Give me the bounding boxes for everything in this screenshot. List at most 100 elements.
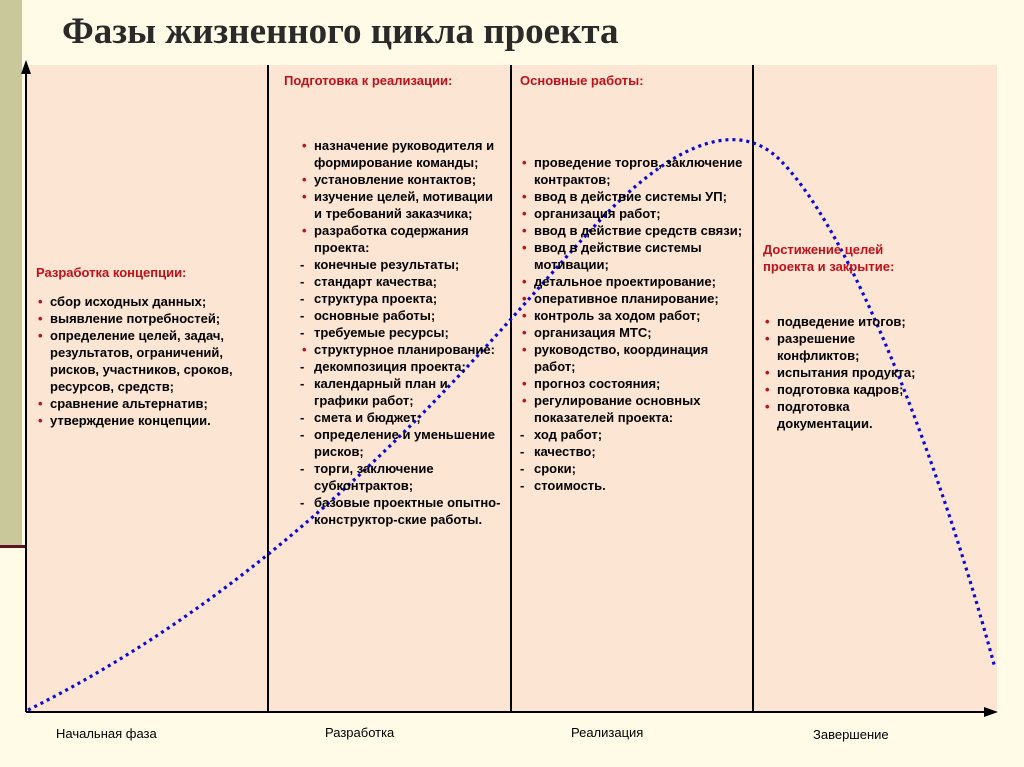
list-item-text: сравнение альтернатив; <box>50 396 208 411</box>
list-item: - основные работы; <box>300 307 502 324</box>
phase-label-initial: Начальная фаза <box>56 726 157 741</box>
life-cycle-curve <box>27 138 997 712</box>
list-item: • подведение итогов; <box>763 313 928 330</box>
list-item-text: утверждение концепции. <box>50 413 211 428</box>
list-item: • организация МТС; <box>520 324 745 341</box>
dash-marker: - <box>300 308 305 323</box>
phase-label-development: Разработка <box>325 725 395 740</box>
bullet-marker: • <box>522 223 527 238</box>
list-item: - качество; <box>520 443 745 460</box>
list-item: • структурное планирование: <box>300 341 502 358</box>
list-item-text: подготовка кадров; <box>777 382 904 397</box>
list-item: - смета и бюджет; <box>300 409 502 426</box>
left-decor-band <box>0 0 22 545</box>
bullet-marker: • <box>38 294 43 309</box>
list-item-text: выявление потребностей; <box>50 311 221 326</box>
list-item: • утверждение концепции. <box>36 412 264 429</box>
dash-marker: - <box>300 274 305 289</box>
column-concept-header: Разработка концепции: <box>36 265 187 280</box>
list-item: • подготовка кадров; <box>763 381 928 398</box>
list-item-text: проведение торгов, заключение контрактов… <box>534 155 743 187</box>
list-item-text: конечные результаты; <box>314 257 460 272</box>
bullet-marker: • <box>522 342 527 357</box>
list-item: - декомпозиция проекта; <box>300 358 502 375</box>
list-item-text: сбор исходных данных; <box>50 294 207 309</box>
list-item-text: разработка содержания проекта: <box>314 223 469 255</box>
list-item-text: подготовка документации. <box>777 399 873 431</box>
list-item: • испытания продукта; <box>763 364 928 381</box>
list-item-text: стандарт качества; <box>314 274 437 289</box>
list-item-text: ввод в действие средств связи; <box>534 223 743 238</box>
list-item: • назначение руководителя и формирование … <box>300 137 502 171</box>
bullet-marker: • <box>38 396 43 411</box>
bullet-marker: • <box>302 172 307 187</box>
list-item: - структура проекта; <box>300 290 502 307</box>
list-item-text: ход работ; <box>534 427 603 442</box>
list-item: - базовые проектные опытно-конструктор-ск… <box>300 494 502 528</box>
list-item-text: испытания продукта; <box>777 365 916 380</box>
dash-marker: - <box>300 461 305 476</box>
bullet-marker: • <box>38 311 43 326</box>
column-closure-list: • подведение итогов; • разрешение конфликто… <box>763 313 928 432</box>
phase-label-completion: Завершение <box>813 727 889 742</box>
list-item: • сравнение альтернатив; <box>36 395 264 412</box>
list-item-text: изучение целей, мотивации и требований з… <box>314 189 494 221</box>
list-item-text: календарный план и графики работ; <box>314 376 448 408</box>
column-preparation-header: Подготовка к реализации: <box>284 73 453 88</box>
column-preparation-list: • назначение руководителя и формирование … <box>284 137 502 528</box>
phase-label-implementation: Реализация <box>571 725 644 740</box>
list-item: - конечные результаты; <box>300 256 502 273</box>
column-preparation: Подготовка к реализации: • назначение рук… <box>284 72 502 528</box>
list-item-text: структура проекта; <box>314 291 438 306</box>
bullet-marker: • <box>522 274 527 289</box>
y-axis-arrow <box>21 60 31 74</box>
bullet-marker: • <box>522 291 527 306</box>
list-item: • разрешение конфликтов; <box>763 330 928 364</box>
list-item: - торги, заключение субконтрактов; <box>300 460 502 494</box>
list-item-text: ввод в действие системы мотивации; <box>534 240 702 272</box>
list-item-text: базовые проектные опытно-конструктор-ски… <box>314 495 501 527</box>
list-item-text: подведение итогов; <box>777 314 906 329</box>
list-item: • детальное проектирование; <box>520 273 745 290</box>
list-item: • подготовка документации. <box>763 398 928 432</box>
bullet-marker: • <box>522 206 527 221</box>
list-item-text: определение целей, задач, результатов, о… <box>50 328 233 394</box>
list-item: • ввод в действие системы мотивации; <box>520 239 745 273</box>
dash-marker: - <box>300 410 305 425</box>
bullet-marker: • <box>522 308 527 323</box>
bullet-marker: • <box>765 382 770 397</box>
column-concept-list: • сбор исходных данных; • выявление потребн… <box>36 293 264 429</box>
list-item-text: смета и бюджет; <box>314 410 421 425</box>
bullet-marker: • <box>765 399 770 414</box>
list-item-text: торги, заключение субконтрактов; <box>314 461 434 493</box>
list-item: • прогноз состояния; <box>520 375 745 392</box>
dash-marker: - <box>300 376 305 391</box>
bullet-marker: • <box>38 413 43 428</box>
dash-marker: - <box>300 359 305 374</box>
bullet-marker: • <box>302 138 307 153</box>
list-item: • сбор исходных данных; <box>36 293 264 310</box>
list-item: • изучение целей, мотивации и требований … <box>300 188 502 222</box>
list-item-text: качество; <box>534 444 596 459</box>
list-item-text: назначение руководителя и формирование к… <box>314 138 495 170</box>
left-decor-line <box>0 545 30 548</box>
bullet-marker: • <box>522 393 527 408</box>
list-item-text: ввод в действие системы УП; <box>534 189 727 204</box>
dash-marker: - <box>300 291 305 306</box>
list-item-text: сроки; <box>534 461 576 476</box>
list-item: • выявление потребностей; <box>36 310 264 327</box>
list-item: • разработка содержания проекта: <box>300 222 502 256</box>
dash-marker: - <box>520 461 525 476</box>
list-item-text: декомпозиция проекта; <box>314 359 466 374</box>
list-item-text: установление контактов; <box>314 172 477 187</box>
column-main-works-list: • проведение торгов, заключение контракто… <box>520 154 745 494</box>
list-item: • ввод в действие системы УП; <box>520 188 745 205</box>
bullet-marker: • <box>522 376 527 391</box>
dash-marker: - <box>300 495 305 510</box>
list-item-text: организация МТС; <box>534 325 652 340</box>
bullet-marker: • <box>302 189 307 204</box>
list-item-text: детальное проектирование; <box>534 274 716 289</box>
list-item-text: оперативное планирование; <box>534 291 719 306</box>
dash-marker: - <box>520 427 525 442</box>
